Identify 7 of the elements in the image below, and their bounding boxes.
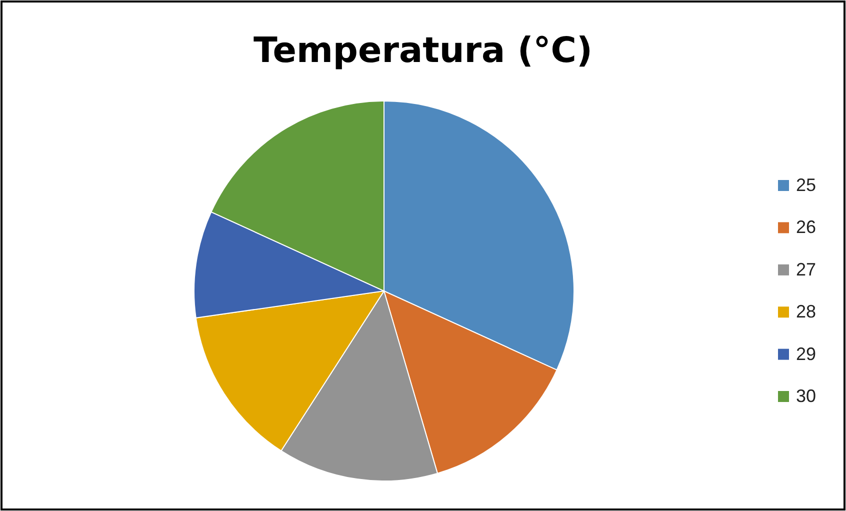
legend-label: 29 bbox=[796, 344, 816, 364]
legend-label: 25 bbox=[796, 175, 816, 195]
legend-label: 28 bbox=[796, 302, 816, 322]
legend-label: 30 bbox=[796, 386, 816, 406]
legend-label: 27 bbox=[796, 259, 816, 280]
legend-label: 26 bbox=[796, 217, 816, 238]
chart-title: Temperatura (°C) bbox=[254, 31, 592, 71]
